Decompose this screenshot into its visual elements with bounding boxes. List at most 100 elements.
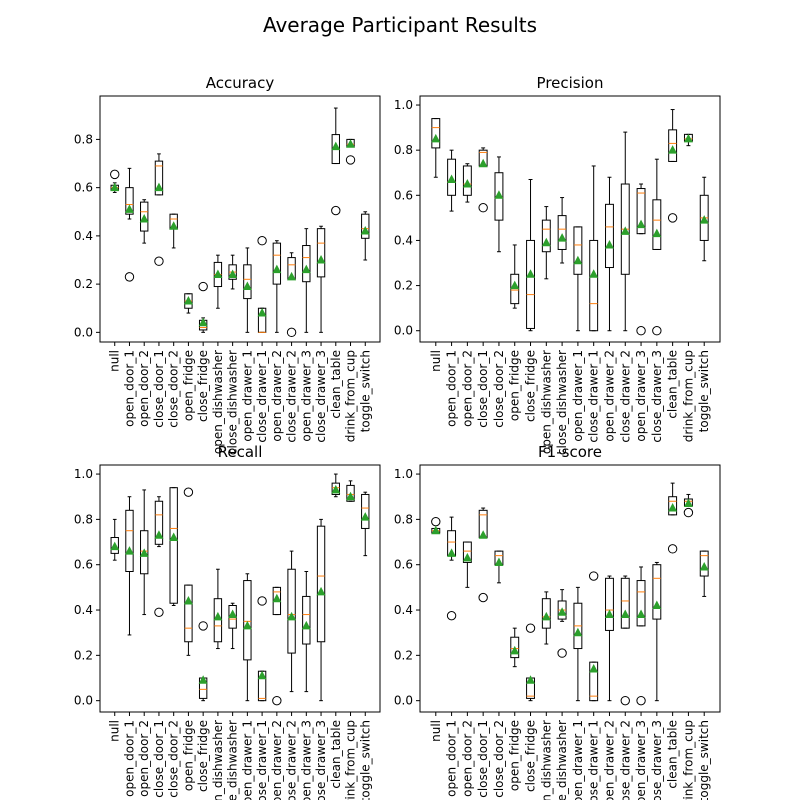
y-tick-label: 0.4 xyxy=(394,233,413,247)
box-open_drawer_3 xyxy=(301,571,311,693)
mean-marker xyxy=(124,204,134,213)
mean-marker xyxy=(447,174,457,184)
x-tick-label: open_door_1 xyxy=(122,720,136,797)
mean-marker xyxy=(589,663,599,673)
x-tick-label: close_door_2 xyxy=(492,350,506,428)
x-tick-label: close_door_1 xyxy=(476,350,490,428)
box-close_door_2 xyxy=(494,550,504,584)
x-tick-label: open_dishwasher xyxy=(539,350,553,454)
x-tick-label: close_door_1 xyxy=(152,720,166,798)
mean-marker xyxy=(494,557,504,566)
box-close_drawer_3 xyxy=(652,158,662,336)
y-tick-label: 0.2 xyxy=(74,277,93,291)
mean-marker xyxy=(213,611,223,621)
outlier-point xyxy=(652,326,662,336)
box-iqr xyxy=(668,129,678,162)
x-tick-label: open_dishwasher xyxy=(211,350,225,454)
outlier-point xyxy=(198,621,208,631)
mean-marker xyxy=(431,525,441,535)
axes-frame xyxy=(99,464,381,713)
box-open_fridge xyxy=(183,487,194,656)
mean-marker xyxy=(557,607,567,616)
outlier-point xyxy=(525,623,536,633)
outlier-point xyxy=(620,695,630,706)
box-iqr xyxy=(302,245,311,283)
box-iqr xyxy=(557,215,567,250)
x-tick-label: close_drawer_3 xyxy=(314,720,328,800)
box-close_drawer_2 xyxy=(287,550,297,693)
box-toggle_switch xyxy=(699,550,709,597)
x-tick-label: toggle_switch xyxy=(697,720,711,800)
outlier-point xyxy=(478,592,488,603)
x-tick-label: open_door_2 xyxy=(137,720,151,797)
mean-marker xyxy=(431,133,441,143)
box-null xyxy=(431,516,441,535)
box-drink_from_cup xyxy=(345,138,356,165)
box-open_door_1 xyxy=(446,516,457,621)
x-tick-label: close_door_1 xyxy=(476,720,490,798)
mean-marker xyxy=(139,214,149,223)
box-close_dishwasher xyxy=(228,254,238,290)
box-iqr xyxy=(287,568,296,654)
mean-marker xyxy=(169,532,179,542)
outlier-point xyxy=(198,281,208,292)
mean-marker xyxy=(139,548,149,557)
mean-marker xyxy=(699,215,709,224)
box-iqr xyxy=(605,203,614,269)
box-iqr xyxy=(699,550,709,577)
box-iqr xyxy=(316,525,326,643)
box-open_drawer_1 xyxy=(573,226,583,332)
box-iqr xyxy=(462,541,472,563)
x-tick-label: open_door_1 xyxy=(445,720,459,797)
box-null xyxy=(431,118,441,178)
x-tick-label: null xyxy=(108,720,122,742)
y-tick-label: 0.0 xyxy=(74,694,93,708)
box-iqr xyxy=(636,580,646,627)
y-tick-label: 0.0 xyxy=(394,324,413,338)
box-close_door_2 xyxy=(169,213,179,249)
x-tick-label: open_drawer_3 xyxy=(299,720,313,800)
box-iqr xyxy=(169,487,178,604)
box-open_door_1 xyxy=(124,496,134,636)
mean-marker xyxy=(287,271,297,281)
y-tick-label: 0.6 xyxy=(394,558,413,572)
box-close_drawer_3 xyxy=(316,225,326,333)
box-iqr xyxy=(589,661,599,702)
mean-marker xyxy=(636,219,646,229)
mean-marker xyxy=(620,226,630,235)
mean-marker xyxy=(668,503,678,512)
subplot-title: Recall xyxy=(218,443,263,461)
mean-marker xyxy=(198,317,208,327)
mean-marker xyxy=(604,239,614,249)
mean-marker xyxy=(346,491,356,501)
x-tick-label: close_drawer_2 xyxy=(285,720,299,800)
mean-marker xyxy=(510,645,520,655)
y-tick-label: 0.6 xyxy=(394,188,413,202)
x-tick-label: open_drawer_1 xyxy=(571,350,585,442)
outlier-point xyxy=(557,648,567,658)
box-clean_table xyxy=(331,473,341,498)
box-close_drawer_3 xyxy=(652,561,662,702)
x-tick-label: close_drawer_3 xyxy=(314,350,328,443)
box-close_door_1 xyxy=(478,507,488,603)
x-tick-label: open_drawer_3 xyxy=(634,720,648,800)
y-tick-label: 0.6 xyxy=(74,558,93,572)
box-close_dishwasher xyxy=(557,197,567,264)
box-iqr xyxy=(431,118,441,149)
x-tick-label: open_drawer_2 xyxy=(270,350,284,442)
box-iqr xyxy=(652,564,662,620)
x-tick-label: close_door_1 xyxy=(152,350,166,428)
outlier-point xyxy=(257,236,267,246)
box-iqr xyxy=(272,242,282,285)
x-tick-label: null xyxy=(108,350,122,372)
mean-marker xyxy=(242,620,252,630)
mean-marker xyxy=(620,609,630,619)
y-tick-label: 0.4 xyxy=(74,229,93,243)
x-tick-label: open_drawer_3 xyxy=(299,350,313,442)
mean-marker xyxy=(510,280,520,290)
mean-marker xyxy=(110,182,120,192)
box-open_drawer_3 xyxy=(636,183,646,336)
box-iqr xyxy=(589,239,599,332)
box-toggle_switch xyxy=(699,176,709,262)
box-iqr xyxy=(541,219,551,253)
